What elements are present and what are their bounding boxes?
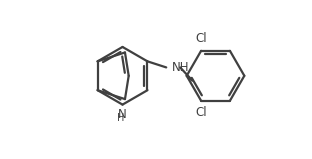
Text: Cl: Cl: [195, 32, 207, 45]
Text: H: H: [117, 113, 124, 123]
Text: Cl: Cl: [195, 106, 207, 119]
Text: NH: NH: [172, 61, 189, 74]
Text: N: N: [118, 108, 127, 121]
